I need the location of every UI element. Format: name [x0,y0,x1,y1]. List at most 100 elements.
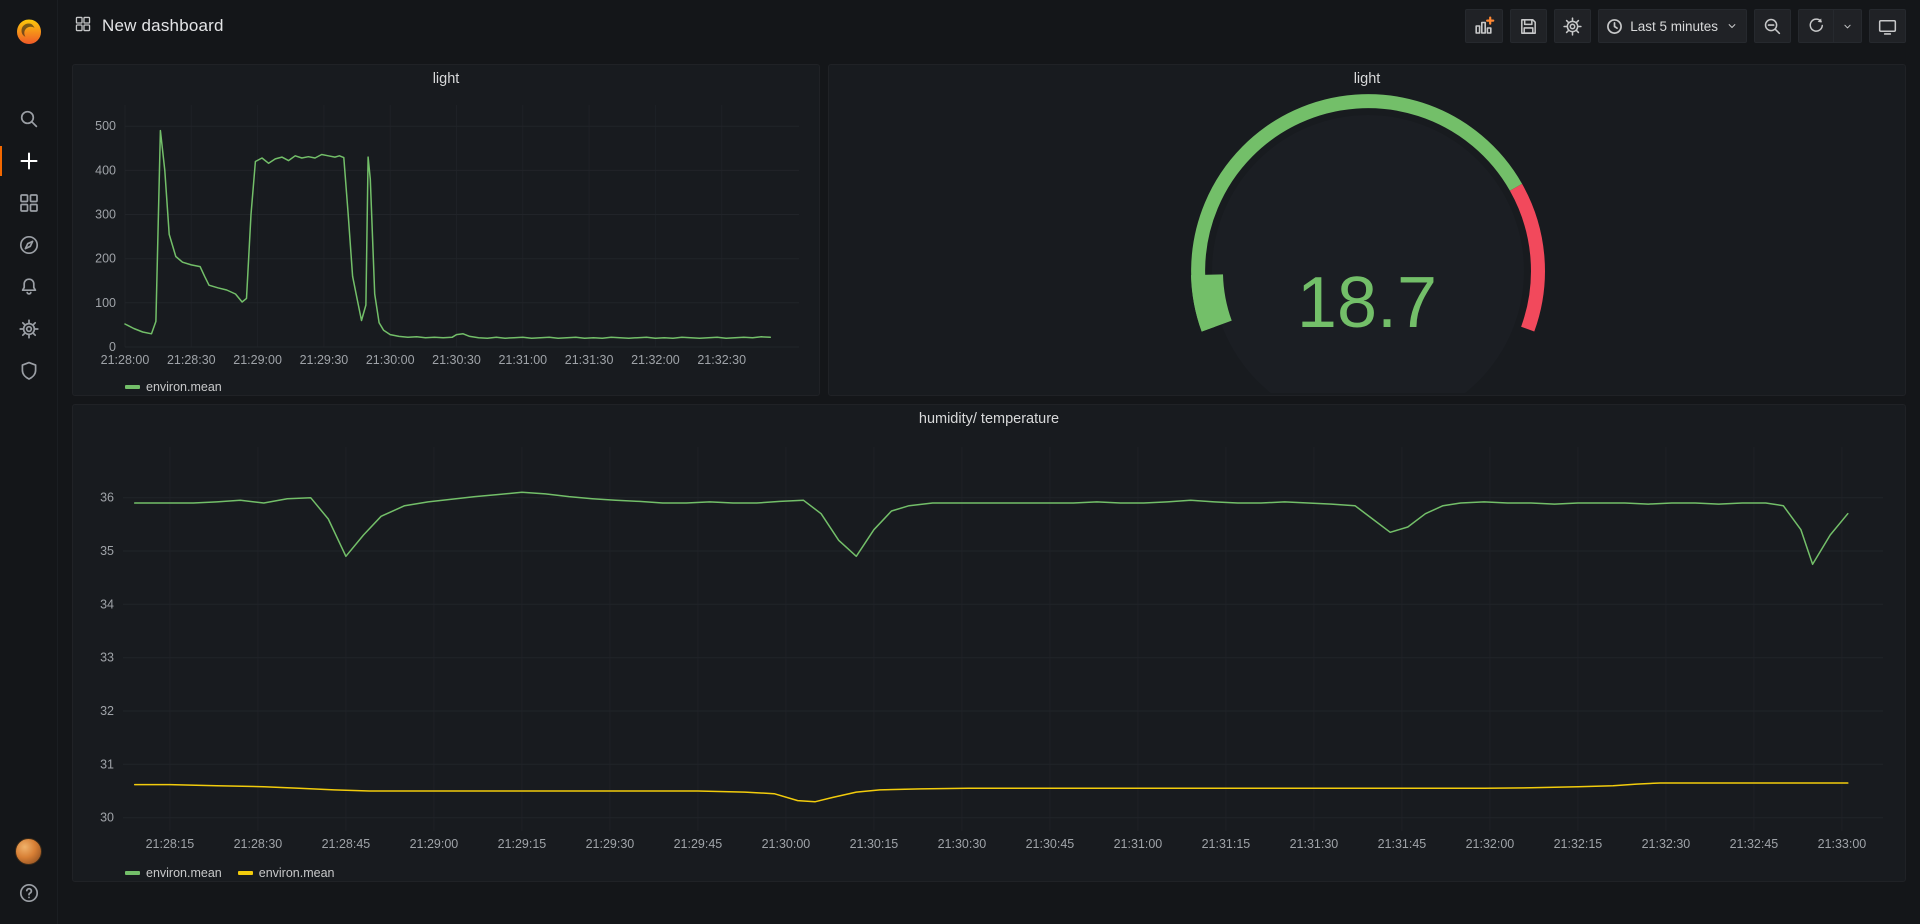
legend-swatch [237,871,253,875]
panel-light-gauge: light 18.7 [828,64,1906,427]
time-series-chart[interactable]: 21:28:00 21:28:30 21:29:00 21:29:30 21:30:00… [79,93,815,371]
zoom-out-button[interactable] [1754,9,1791,43]
svg-text:0: 0 [109,340,116,354]
svg-text:21:31:45: 21:31:45 [1378,837,1427,851]
svg-text:300: 300 [95,208,116,222]
legend-label: environ.mean [146,380,222,394]
time-range-label: Last 5 minutes [1630,18,1718,34]
chart-legend: environ.mean [79,376,813,398]
help-icon[interactable] [0,872,58,914]
svg-text:21:28:30: 21:28:30 [167,353,216,367]
svg-text:33: 33 [100,651,114,665]
add-panel-button[interactable] [1465,9,1504,43]
svg-text:21:32:30: 21:32:30 [697,353,746,367]
clock-icon [1607,18,1623,34]
svg-text:21:32:00: 21:32:00 [631,353,680,367]
user-avatar[interactable] [0,830,58,872]
gauge-chart[interactable] [835,93,1901,427]
refresh-icon [1809,18,1823,32]
svg-text:21:30:15: 21:30:15 [850,837,899,851]
settings-gear-icon [1563,16,1582,36]
dashboard-title-group[interactable]: New dashboard [74,15,224,38]
svg-text:21:31:30: 21:31:30 [1290,837,1339,851]
dashboard-squares-icon [74,15,92,38]
svg-text:21:29:45: 21:29:45 [674,837,723,851]
svg-text:30: 30 [100,811,114,825]
save-icon [1521,18,1537,34]
svg-text:21:28:15: 21:28:15 [146,837,195,851]
svg-text:35: 35 [100,544,114,558]
svg-text:21:31:30: 21:31:30 [565,353,614,367]
svg-text:34: 34 [100,597,114,611]
add-panel-icon [1475,16,1495,34]
svg-text:32: 32 [100,704,114,718]
chevron-down-icon [1844,24,1851,28]
panel-body: 18.7 [829,93,1905,427]
svg-text:21:32:45: 21:32:45 [1730,837,1779,851]
search-icon[interactable] [0,98,58,140]
navbar: New dashboard Last 5 minutes [58,0,1920,52]
chevron-down-icon [1728,24,1736,29]
svg-text:36: 36 [100,491,114,505]
svg-text:21:29:15: 21:29:15 [498,837,547,851]
legend-swatch [125,871,140,875]
svg-text:21:32:15: 21:32:15 [1554,837,1603,851]
panel-body: 21:28:00 21:28:30 21:29:00 21:29:30 21:30:00… [73,93,819,398]
svg-text:21:29:30: 21:29:30 [300,353,349,367]
panel-title[interactable]: light [432,71,460,87]
svg-text:21:30:45: 21:30:45 [1026,837,1075,851]
legend-item[interactable]: environ.mean [237,866,335,880]
refresh-button[interactable] [1798,9,1834,43]
dashboard-settings-button[interactable] [1554,9,1592,43]
panel-body: 21:28:15 21:28:30 21:28:45 21:29:00 21:29:15… [73,433,1905,884]
navbar-actions: Last 5 minutes [1465,9,1906,43]
svg-text:21:28:00: 21:28:00 [101,353,150,367]
legend-swatch [125,385,140,389]
save-dashboard-button[interactable] [1510,9,1548,43]
legend-label: environ.mean [258,866,335,880]
legend-item[interactable]: environ.mean [125,380,222,394]
refresh-button-group [1798,9,1862,43]
legend-item[interactable]: environ.mean [125,866,222,880]
svg-text:21:31:00: 21:31:00 [1114,837,1163,851]
svg-text:21:32:30: 21:32:30 [1642,837,1691,851]
time-series-chart[interactable]: 21:28:15 21:28:30 21:28:45 21:29:00 21:29:15… [79,433,1901,857]
chart-legend: environ.mean environ.mean [79,862,1899,884]
svg-text:400: 400 [95,163,116,177]
svg-text:21:29:00: 21:29:00 [410,837,459,851]
explore-compass-icon[interactable] [0,224,58,266]
create-plus-icon[interactable] [0,140,58,182]
svg-text:21:30:00: 21:30:00 [366,353,415,367]
svg-text:21:30:30: 21:30:30 [432,353,481,367]
configuration-gear-icon[interactable] [0,308,58,350]
svg-text:200: 200 [95,252,116,266]
tv-icon [1878,19,1897,35]
svg-text:21:30:00: 21:30:00 [762,837,811,851]
cycle-view-button[interactable] [1869,9,1906,43]
legend-label: environ.mean [146,866,222,880]
dashboards-icon[interactable] [0,182,58,224]
server-admin-shield-icon[interactable] [0,350,58,392]
svg-text:21:30:30: 21:30:30 [938,837,987,851]
sidebar [0,0,58,924]
panel-light-timeseries: light 21:28:00 21:28:30 21:29:00 21:29:30 21… [72,64,820,396]
svg-text:21:33:00: 21:33:00 [1818,837,1867,851]
grafana-logo[interactable] [0,8,58,56]
svg-text:500: 500 [95,119,116,133]
refresh-interval-dropdown[interactable] [1834,9,1862,43]
panel-humidity-temperature: humidity/ temperature 21:28:15 21:28:30 21… [72,404,1906,882]
svg-text:21:31:15: 21:31:15 [1202,837,1251,851]
svg-text:21:28:45: 21:28:45 [322,837,371,851]
alerting-bell-icon[interactable] [0,266,58,308]
svg-text:21:31:00: 21:31:00 [498,353,547,367]
time-range-picker[interactable]: Last 5 minutes [1598,9,1747,43]
svg-text:21:28:30: 21:28:30 [234,837,283,851]
page-title: New dashboard [102,16,224,35]
svg-text:31: 31 [100,757,114,771]
panel-title[interactable]: light [1353,71,1381,87]
svg-text:21:32:00: 21:32:00 [1466,837,1515,851]
panel-title[interactable]: humidity/ temperature [918,411,1060,427]
svg-text:21:29:00: 21:29:00 [233,353,282,367]
zoom-out-icon [1764,18,1781,34]
svg-text:100: 100 [95,296,116,310]
